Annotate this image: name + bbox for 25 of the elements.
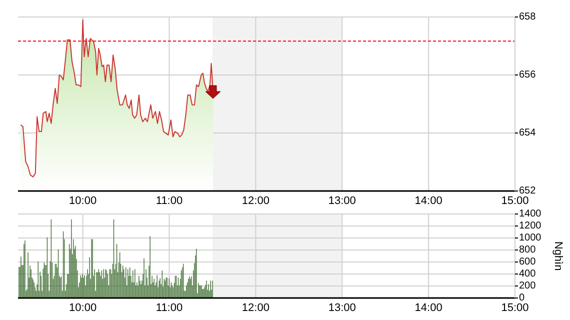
- x-tick-label: 15:00: [501, 302, 529, 314]
- x-tick-label: 13:00: [328, 195, 356, 207]
- x-tick-label: 10:00: [69, 195, 97, 207]
- y-tick-label: 1200: [519, 220, 542, 232]
- x-tick-label: 10:00: [69, 302, 97, 314]
- y-tick-label: 200: [519, 280, 536, 292]
- y-tick-label: 0: [519, 292, 525, 304]
- y-tick-label: 400: [519, 268, 536, 280]
- x-tick-label: 11:00: [156, 302, 183, 314]
- y-tick-label: 652: [519, 186, 536, 197]
- x-tick-label: 11:00: [156, 195, 183, 207]
- y-tick-label: 800: [519, 244, 536, 256]
- y-tick-label: 658: [519, 12, 536, 23]
- y-tick-label: 600: [519, 256, 536, 268]
- x-tick-label: 12:00: [242, 302, 270, 314]
- y-tick-label: 654: [519, 128, 536, 139]
- y-tick-label: 656: [519, 70, 536, 81]
- x-tick-label: 14:00: [414, 302, 442, 314]
- y-tick-label: 1000: [519, 232, 542, 244]
- x-tick-label: 15:00: [501, 195, 529, 207]
- y-axis-title: Nghìn: [552, 241, 564, 271]
- x-tick-label: 12:00: [242, 195, 270, 207]
- x-tick-label: 14:00: [414, 195, 442, 207]
- x-tick-label: 13:00: [328, 302, 356, 314]
- y-tick-label: 1400: [519, 208, 542, 220]
